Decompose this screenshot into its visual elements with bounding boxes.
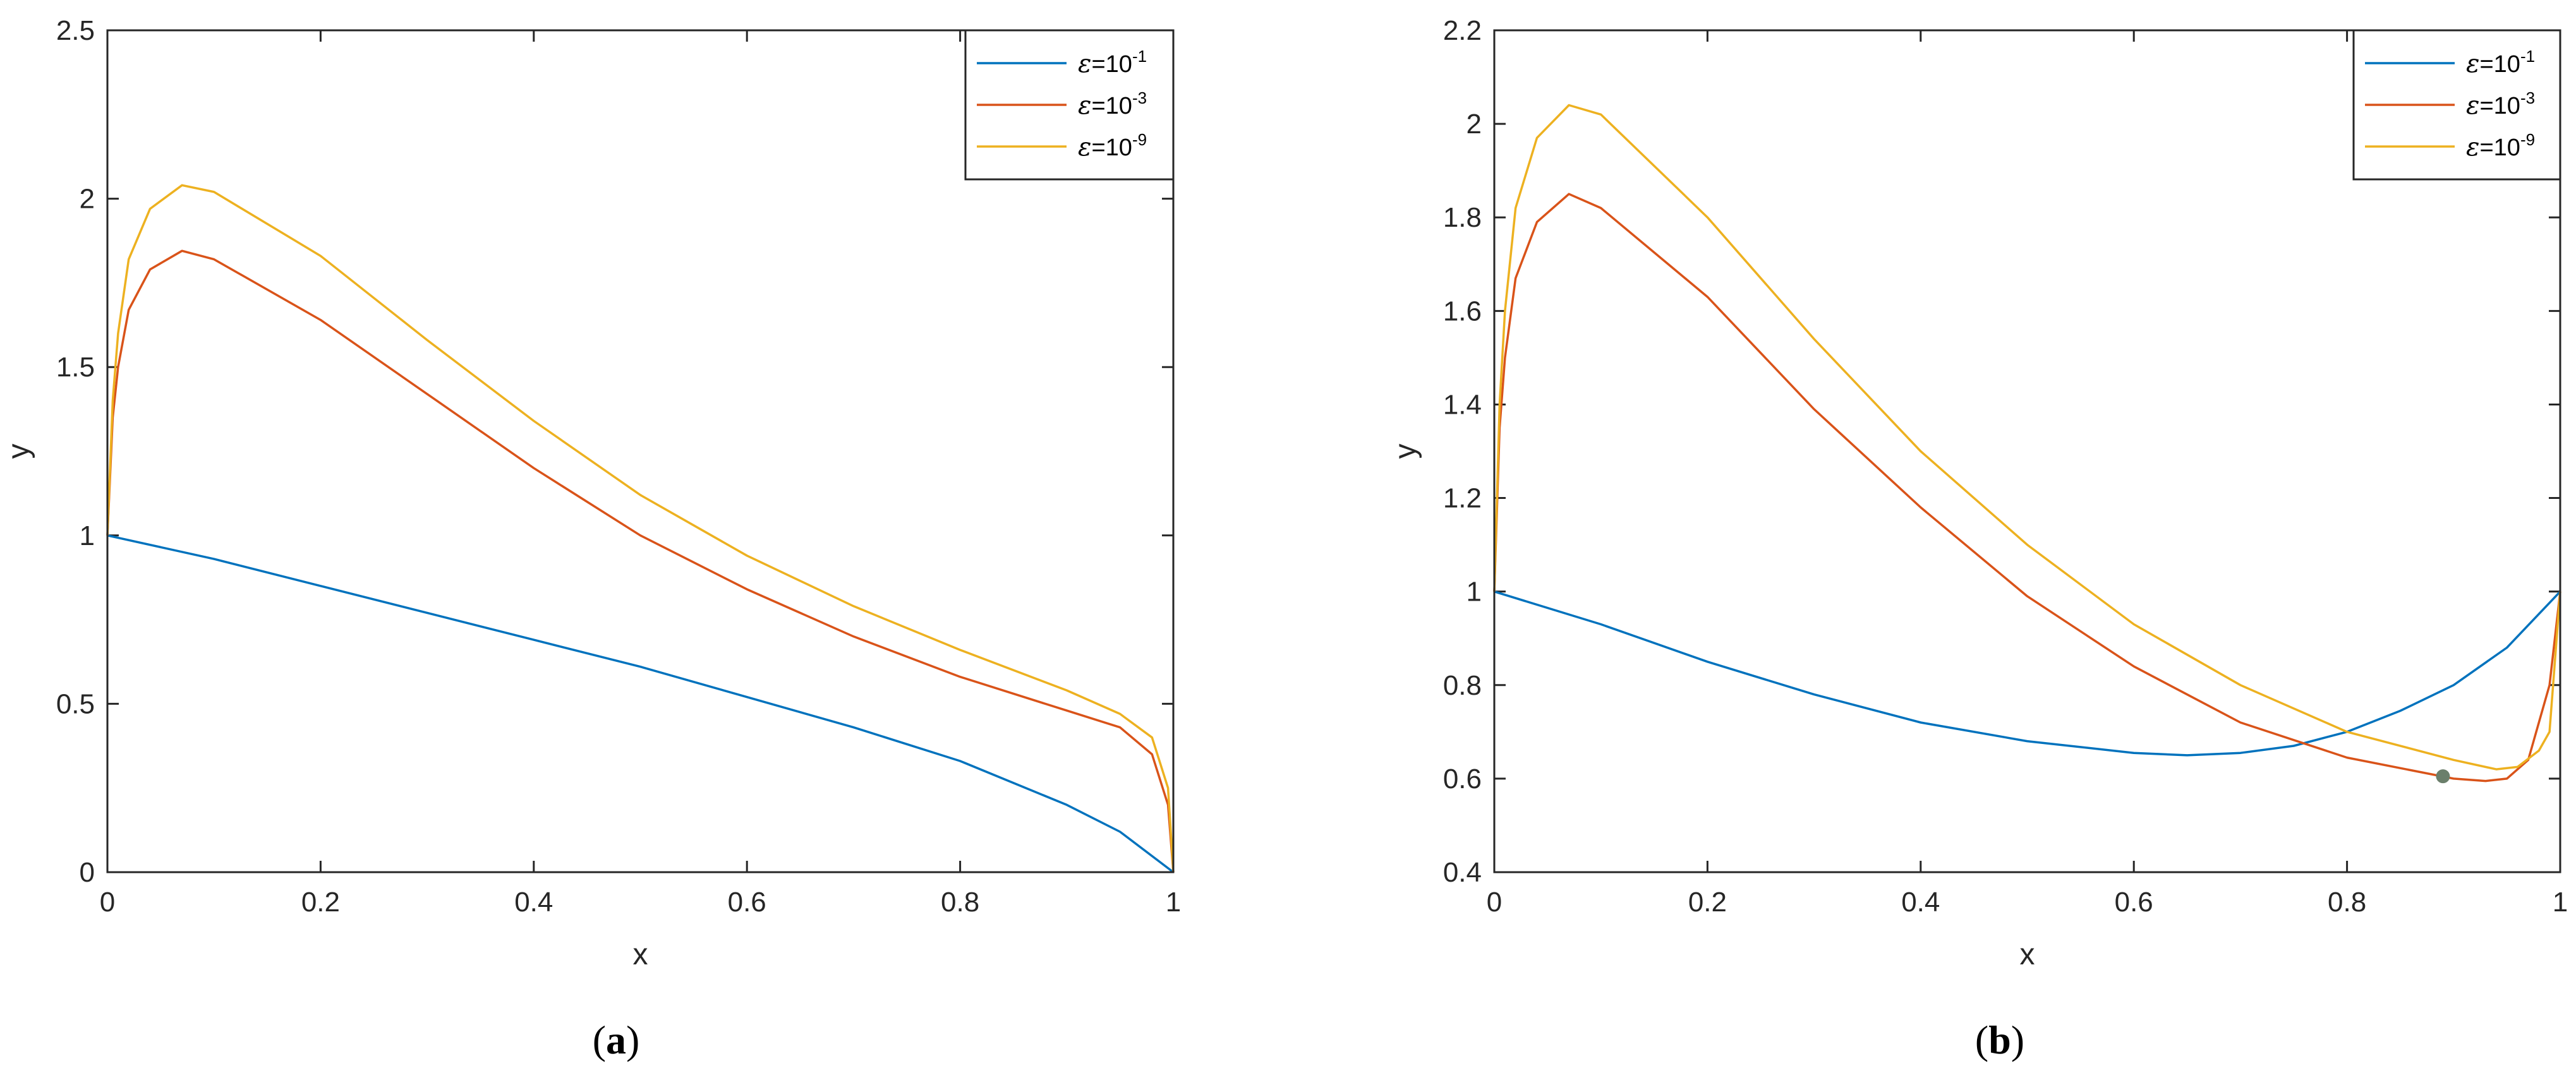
y-tick-label-b: 1.6 xyxy=(1443,296,1482,327)
series-group-a xyxy=(106,184,1175,873)
data-point-marker-b xyxy=(2436,769,2450,784)
chart-panel-a: 0 0.2 0.4 0.6 0.8 100.511.522.5 x y ε=10-1ε=1… xyxy=(2,15,1181,971)
x-tick-label-b: 1 xyxy=(2553,887,2568,918)
y-tick-label-a: 0 xyxy=(80,857,95,888)
caption-b-letter: b xyxy=(1988,1017,2011,1062)
series-line-a-2 xyxy=(106,249,1175,873)
x-tick-label-b: 0.2 xyxy=(1688,887,1727,918)
chart-panel-b: 0 0.2 0.4 0.6 0.8 1 0.4 0.6 0.8 1 1.2 1.4 1.6 1.8 2 2.2… xyxy=(1389,15,2568,971)
plot-frame-b xyxy=(1493,29,2561,873)
plot-frame-a xyxy=(106,29,1175,873)
x-tick-label-b: 0 xyxy=(1487,887,1502,918)
x-tick-label-b: 0.4 xyxy=(1901,887,1940,918)
y-tick-label-b: 1 xyxy=(1466,577,1482,608)
legend-label-a-3: ε=10-9 xyxy=(1078,130,1147,162)
ticks-a: 0 0.2 0.4 0.6 0.8 1 0 0.5 1 1.5 2 2.5 xyxy=(56,15,1181,918)
y-axis-label-a: y xyxy=(2,444,35,459)
y-tick-label-a: 2 xyxy=(80,184,95,215)
x-axis-label-b: x xyxy=(2020,938,2035,971)
legend-label-b-3: ε=10-9 xyxy=(2466,130,2535,162)
y-axis-label-b: y xyxy=(1389,444,1422,459)
y-tick-label-a: 2.5 xyxy=(56,15,95,46)
y-tick-label-b: 1.2 xyxy=(1443,483,1482,514)
x-tick-label-a: 0 xyxy=(100,887,115,918)
series-line-a-3 xyxy=(106,184,1175,873)
caption-a-letter: a xyxy=(606,1017,626,1062)
caption-b: (b) xyxy=(1975,1017,2024,1062)
legend-a: ε=10-1 ε=10-3 ε=10-9 xyxy=(964,29,1175,181)
y-tick-label-b: 2 xyxy=(1466,109,1482,140)
series-line-b-1 xyxy=(1494,590,2561,757)
y-tick-label-a: 1.5 xyxy=(56,352,95,383)
series-line-b-3 xyxy=(1493,104,2561,770)
legend-b: ε=10-1 ε=10-3 ε=10-9 xyxy=(2352,29,2561,181)
x-tick-label-a: 0.6 xyxy=(728,887,766,918)
legend-label-b-2: ε=10-3 xyxy=(2466,88,2535,120)
series-group-b xyxy=(1493,104,2561,784)
y-tick-label-b: 2.2 xyxy=(1443,15,1482,46)
y-tick-label-a: 0.5 xyxy=(56,688,95,719)
series-line-b-2 xyxy=(1493,193,2561,782)
legend-label-a-2: ε=10-3 xyxy=(1078,88,1147,120)
series-line-a-1 xyxy=(107,534,1175,873)
y-tick-label-b: 0.6 xyxy=(1443,764,1482,794)
caption-a: (a) xyxy=(593,1017,640,1062)
y-tick-label-b: 0.4 xyxy=(1443,857,1482,888)
x-axis-label-a: x xyxy=(633,938,648,971)
x-tick-label-a: 0.4 xyxy=(514,887,553,918)
x-tick-label-a: 0.8 xyxy=(941,887,979,918)
x-tick-label-a: 1 xyxy=(1166,887,1181,918)
x-tick-label-b: 0.8 xyxy=(2328,887,2366,918)
y-tick-label-b: 0.8 xyxy=(1443,670,1482,701)
x-tick-label-b: 0.6 xyxy=(2115,887,2153,918)
legend-label-b-1: ε=10-1 xyxy=(2466,47,2535,78)
y-tick-label-b: 1.4 xyxy=(1443,389,1482,420)
x-tick-label-a: 0.2 xyxy=(301,887,340,918)
y-tick-label-b: 1.8 xyxy=(1443,202,1482,233)
legend-label-a-1: ε=10-1 xyxy=(1078,47,1147,78)
y-tick-label-a: 1 xyxy=(80,520,95,551)
